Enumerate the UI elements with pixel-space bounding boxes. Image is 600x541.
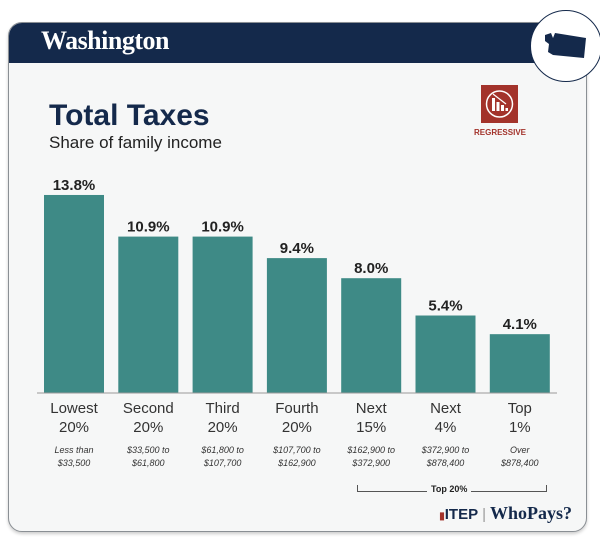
bar [44,194,104,393]
bar [415,315,476,393]
income-range: $107,700 to [272,445,321,455]
category-label: 4% [435,419,457,436]
income-range: $61,800 [131,458,165,468]
regressive-chart-icon [481,85,518,123]
bar [341,278,402,393]
category-label: Next [356,400,388,417]
data-label: 8.0% [354,260,388,277]
itep-logo: ITEP [439,506,478,523]
state-name: Washington [41,26,169,55]
income-range: $61,800 to [200,445,244,455]
income-range: $107,700 [203,458,242,468]
category-label: 20% [59,419,89,436]
category-label: Fourth [275,400,318,417]
chart-title: Total Taxes [49,99,210,132]
category-label: Third [206,400,240,417]
category-label: 20% [208,419,238,436]
bar [489,334,550,393]
category-label: Top [508,400,532,417]
category-label: Second [123,400,174,417]
category-label: 20% [282,419,312,436]
itep-whopays-logo: ITEP|WhoPays? [439,503,572,527]
income-range: $372,900 to [421,445,470,455]
data-label: 9.4% [280,240,314,257]
bar [192,236,253,393]
category-label: 15% [356,419,386,436]
washington-state-icon [545,33,586,58]
chart-card: Washington Total Taxes Share of family i… [8,22,587,532]
income-range: $372,900 [351,458,390,468]
whopays-logo: WhoPays? [489,503,572,523]
category-label: 1% [509,419,531,436]
category-label: Lowest [50,400,98,417]
income-range: $33,500 to [126,445,170,455]
data-label: 10.9% [201,219,244,236]
data-label: 10.9% [127,219,170,236]
header-bar: Washington [9,23,586,63]
group-label: Top 20% [427,484,472,494]
data-label: 13.8% [53,177,96,194]
income-range: Less than [54,445,93,455]
category-label: 20% [133,419,163,436]
income-range: Over [510,445,531,455]
category-label: Next [430,400,462,417]
bar [266,258,327,393]
data-label: 4.1% [503,316,537,333]
data-label: 5.4% [428,298,462,315]
chart-subtitle: Share of family income [49,133,222,152]
bar [118,236,179,393]
badge-label: REGRESSIVE [473,128,526,137]
income-range: $878,400 [426,458,465,468]
state-map-badge [530,10,600,82]
income-range: $162,900 [277,458,316,468]
income-range: $878,400 [500,458,539,468]
income-range: $33,500 [57,458,91,468]
income-range: $162,900 to [346,445,395,455]
